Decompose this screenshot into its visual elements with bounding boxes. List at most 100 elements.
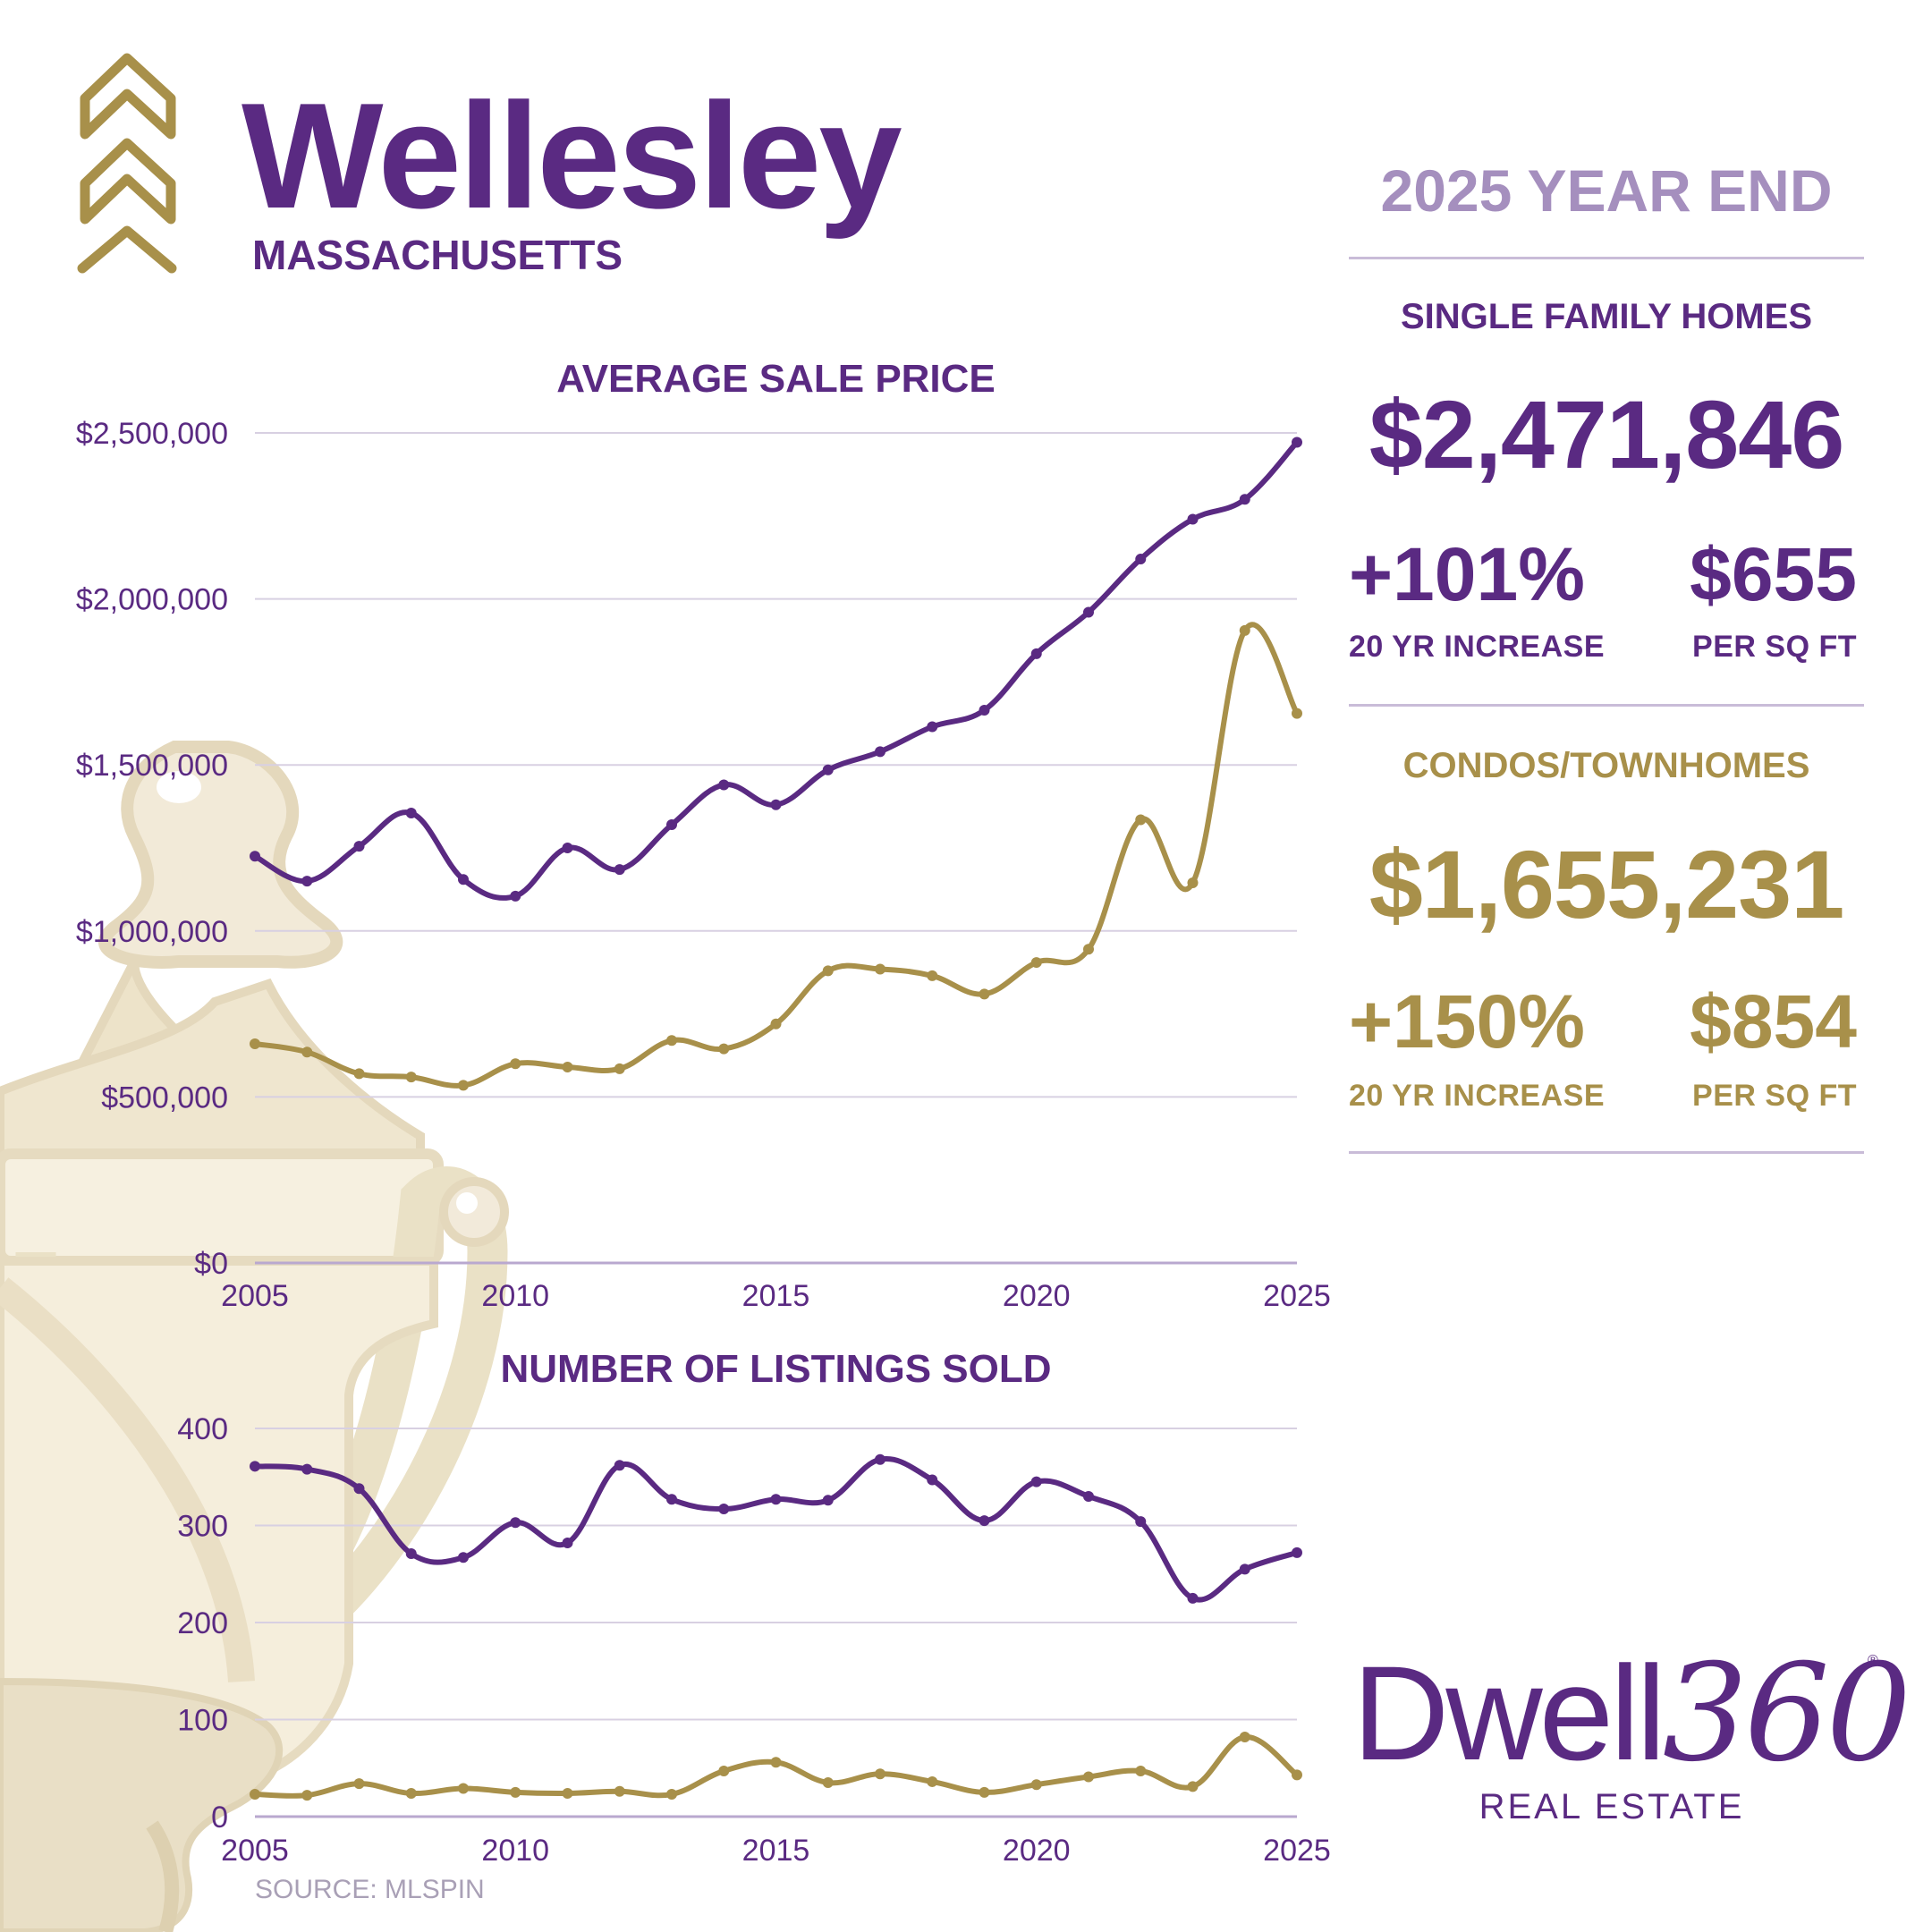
data-point <box>614 1063 625 1074</box>
chart-title: AVERAGE SALE PRICE <box>556 357 996 401</box>
y-tick-label: 200 <box>177 1606 228 1640</box>
data-point <box>1187 1592 1199 1604</box>
x-tick-label: 2010 <box>481 1279 549 1313</box>
data-point <box>458 1552 469 1563</box>
data-point <box>562 1061 573 1072</box>
data-point <box>458 874 469 886</box>
y-tick-label: $1,500,000 <box>76 749 228 783</box>
data-point <box>979 988 990 1000</box>
x-tick-label: 2010 <box>481 1834 549 1868</box>
data-point <box>1135 1766 1147 1777</box>
data-point <box>1292 708 1302 719</box>
data-point <box>1239 494 1250 505</box>
source-note: SOURCE: MLSPIN <box>255 1875 485 1904</box>
data-point <box>1030 1779 1042 1791</box>
data-point <box>250 1789 260 1801</box>
x-tick-label: 2015 <box>742 1279 810 1313</box>
data-point <box>666 1494 677 1505</box>
data-point <box>1135 814 1147 826</box>
data-point <box>353 1778 365 1790</box>
data-point <box>979 1515 990 1527</box>
data-point <box>666 1789 677 1801</box>
condos-heading: CONDOS/TOWNHOMES <box>1402 746 1810 785</box>
data-point <box>718 1766 730 1777</box>
data-point <box>1239 624 1250 636</box>
door-knocker-illustration <box>0 741 509 1932</box>
data-point <box>1135 554 1147 565</box>
series-line-condos <box>252 622 1300 1089</box>
data-point <box>510 890 521 902</box>
data-point <box>405 1547 417 1559</box>
data-point <box>510 1517 521 1529</box>
x-tick-label: 2015 <box>742 1834 810 1868</box>
chart-title: NUMBER OF LISTINGS SOLD <box>501 1347 1052 1391</box>
data-point <box>718 1043 730 1055</box>
data-point <box>1083 606 1094 618</box>
data-point <box>875 1768 886 1780</box>
data-point <box>718 779 730 791</box>
data-point <box>927 1775 938 1787</box>
data-point <box>822 1777 834 1789</box>
data-point <box>1083 944 1094 955</box>
data-point <box>1187 877 1199 888</box>
y-tick-label: 100 <box>177 1704 228 1738</box>
charts-layer: AVERAGE SALE PRICE $0 $500,000 $1,000,000 $1… <box>76 357 1331 1868</box>
data-point <box>822 965 834 977</box>
data-point <box>770 1018 782 1030</box>
data-point <box>875 1453 886 1465</box>
y-tick-label: $2,000,000 <box>76 583 228 617</box>
data-point <box>1187 1781 1199 1792</box>
data-point <box>353 1483 365 1495</box>
data-point <box>927 970 938 981</box>
data-point <box>1030 957 1042 969</box>
data-point <box>250 1461 260 1472</box>
brand-name-b: 360 <box>1662 1636 1911 1792</box>
data-point <box>458 1783 469 1794</box>
data-point <box>458 1080 469 1091</box>
series-line-single-family <box>252 439 1300 901</box>
data-point <box>770 1494 782 1505</box>
data-point <box>250 1038 260 1050</box>
brand-logo: Dwell360 <box>1352 1646 1911 1781</box>
x-tick-label: 2025 <box>1263 1279 1331 1313</box>
y-tick-label: $1,000,000 <box>76 915 228 949</box>
condos-increase: +150% <box>1349 979 1585 1063</box>
data-point <box>875 963 886 975</box>
data-point <box>666 1035 677 1046</box>
data-point <box>1239 1563 1250 1575</box>
data-point <box>301 876 313 887</box>
divider-bottom <box>1349 1151 1864 1154</box>
single-family-heading: SINGLE FAMILY HOMES <box>1400 297 1813 336</box>
data-point <box>822 764 834 775</box>
data-point <box>1292 1546 1302 1558</box>
data-point <box>927 1474 938 1486</box>
data-point <box>405 1787 417 1799</box>
data-point <box>510 1786 521 1798</box>
data-point <box>1239 1732 1250 1743</box>
data-point <box>614 1785 625 1797</box>
data-point <box>353 1068 365 1080</box>
data-point <box>1292 1769 1302 1781</box>
divider-top <box>1349 257 1864 259</box>
data-point <box>770 799 782 810</box>
x-tick-label: 2020 <box>1003 1279 1071 1313</box>
single-family-per-sqft-label: PER SQ FT <box>1692 630 1857 664</box>
x-tick-label: 2025 <box>1263 1834 1331 1868</box>
brand-name-a: Dwell <box>1352 1638 1666 1788</box>
chevron-stack-icon <box>77 53 177 274</box>
data-point <box>614 864 625 876</box>
data-point <box>1135 1516 1147 1528</box>
data-point <box>927 721 938 733</box>
data-point <box>562 1538 573 1549</box>
data-point <box>1083 1771 1094 1783</box>
x-tick-label: 2020 <box>1003 1834 1071 1868</box>
data-point <box>718 1504 730 1515</box>
y-tick-label: 400 <box>177 1412 228 1446</box>
single-family-increase: +101% <box>1349 532 1585 616</box>
single-family-avg-price: $2,471,846 <box>1368 380 1845 488</box>
x-tick-label: 2005 <box>221 1279 289 1313</box>
y-tick-label: $2,500,000 <box>76 417 228 451</box>
data-point <box>1030 1476 1042 1487</box>
data-point <box>979 704 990 716</box>
data-point <box>1292 436 1302 448</box>
